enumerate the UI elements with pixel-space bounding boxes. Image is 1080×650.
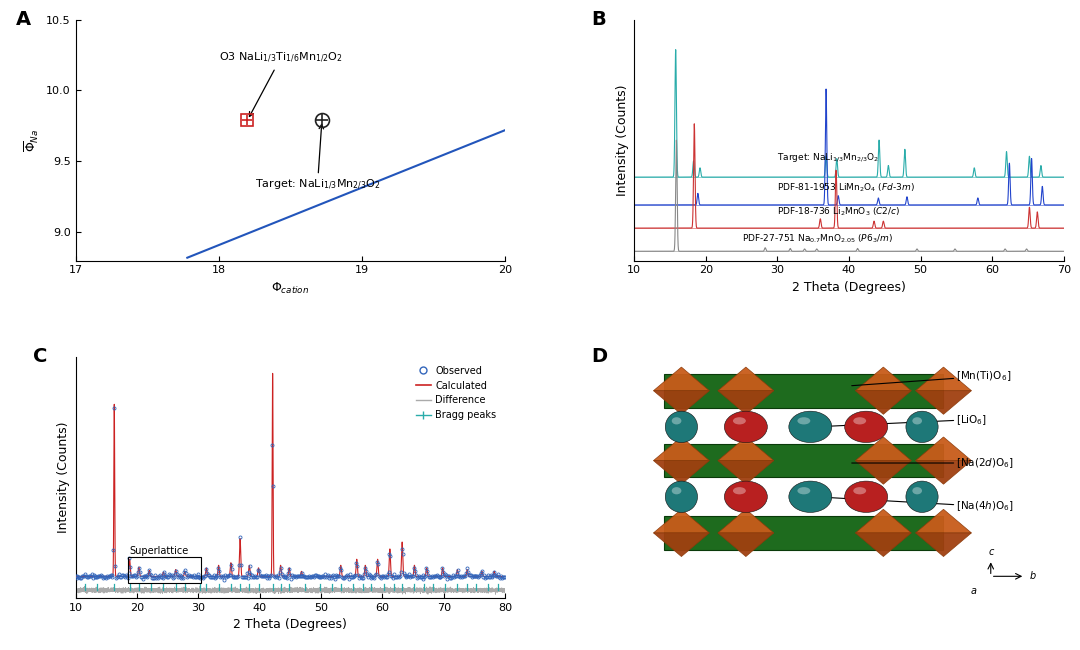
Ellipse shape xyxy=(845,411,888,443)
Polygon shape xyxy=(855,461,912,484)
Text: [Mn(Ti)O$_6$]: [Mn(Ti)O$_6$] xyxy=(852,369,1012,385)
Text: [Na(4$h$)O$_6$]: [Na(4$h$)O$_6$] xyxy=(818,497,1014,514)
Text: C: C xyxy=(32,347,48,367)
Ellipse shape xyxy=(725,481,767,512)
Legend: Observed, Calculated, Difference, Bragg peaks: Observed, Calculated, Difference, Bragg … xyxy=(413,362,500,424)
Polygon shape xyxy=(718,510,773,533)
Text: B: B xyxy=(591,10,606,29)
Polygon shape xyxy=(653,461,710,484)
Ellipse shape xyxy=(906,411,939,443)
Text: [LiO$_6$]: [LiO$_6$] xyxy=(818,413,987,427)
Text: Target: NaLi$_{1/3}$Mn$_{2/3}$O$_2$: Target: NaLi$_{1/3}$Mn$_{2/3}$O$_2$ xyxy=(778,151,879,164)
Ellipse shape xyxy=(665,411,698,443)
Polygon shape xyxy=(916,510,971,533)
Ellipse shape xyxy=(853,417,866,424)
Ellipse shape xyxy=(797,487,810,495)
Text: O3 NaLi$_{1/3}$Ti$_{1/6}$Mn$_{1/2}$O$_2$: O3 NaLi$_{1/3}$Ti$_{1/6}$Mn$_{1/2}$O$_2$ xyxy=(219,51,342,116)
Bar xyxy=(664,374,944,408)
Polygon shape xyxy=(653,510,710,533)
Ellipse shape xyxy=(913,487,922,495)
Polygon shape xyxy=(855,391,912,414)
Text: [Na(2$d$)O$_6$]: [Na(2$d$)O$_6$] xyxy=(852,456,1014,470)
Polygon shape xyxy=(916,367,971,391)
Ellipse shape xyxy=(672,487,681,495)
Ellipse shape xyxy=(725,411,767,443)
Polygon shape xyxy=(855,510,912,533)
Polygon shape xyxy=(718,461,773,484)
X-axis label: $\Phi_{cation}$: $\Phi_{cation}$ xyxy=(271,281,310,296)
Y-axis label: Intensity (Counts): Intensity (Counts) xyxy=(57,422,70,533)
Ellipse shape xyxy=(913,417,922,424)
Polygon shape xyxy=(916,461,971,484)
Text: b: b xyxy=(1029,571,1036,581)
Ellipse shape xyxy=(788,481,832,512)
Polygon shape xyxy=(653,391,710,414)
Ellipse shape xyxy=(665,481,698,512)
Text: c: c xyxy=(988,547,994,557)
Bar xyxy=(127,556,202,582)
Bar xyxy=(664,516,944,550)
Text: PDF-81-1953 LiMn$_2$O$_4$ ($Fd$-3$m$): PDF-81-1953 LiMn$_2$O$_4$ ($Fd$-3$m$) xyxy=(778,182,915,194)
Polygon shape xyxy=(653,367,710,391)
Text: D: D xyxy=(591,347,607,367)
Text: Superlattice: Superlattice xyxy=(130,546,189,556)
Polygon shape xyxy=(916,437,971,461)
X-axis label: 2 Theta (Degrees): 2 Theta (Degrees) xyxy=(792,281,906,294)
Bar xyxy=(664,444,944,478)
Polygon shape xyxy=(718,367,773,391)
Polygon shape xyxy=(718,391,773,414)
Text: a: a xyxy=(971,586,976,596)
Ellipse shape xyxy=(845,481,888,512)
Ellipse shape xyxy=(906,481,939,512)
Y-axis label: $\overline{\Phi}_{Na}$: $\overline{\Phi}_{Na}$ xyxy=(23,129,41,151)
Polygon shape xyxy=(653,533,710,556)
Polygon shape xyxy=(855,367,912,391)
Polygon shape xyxy=(718,437,773,461)
Y-axis label: Intensity (Counts): Intensity (Counts) xyxy=(616,84,629,196)
Ellipse shape xyxy=(853,487,866,495)
Polygon shape xyxy=(855,533,912,556)
Polygon shape xyxy=(855,437,912,461)
Polygon shape xyxy=(653,437,710,461)
Ellipse shape xyxy=(797,417,810,424)
Polygon shape xyxy=(916,391,971,414)
Text: PDF-18-736 Li$_2$MnO$_3$ ($C2/c$): PDF-18-736 Li$_2$MnO$_3$ ($C2/c$) xyxy=(778,205,901,218)
X-axis label: 2 Theta (Degrees): 2 Theta (Degrees) xyxy=(233,618,348,631)
Text: Target: NaLi$_{1/3}$Mn$_{2/3}$O$_2$: Target: NaLi$_{1/3}$Mn$_{2/3}$O$_2$ xyxy=(255,124,380,192)
Text: PDF-27-751 Na$_{0.7}$MnO$_{2.05}$ ($P6_3/m$): PDF-27-751 Na$_{0.7}$MnO$_{2.05}$ ($P6_3… xyxy=(742,233,892,246)
Ellipse shape xyxy=(788,411,832,443)
Polygon shape xyxy=(916,533,971,556)
Polygon shape xyxy=(718,533,773,556)
Ellipse shape xyxy=(733,417,746,424)
Ellipse shape xyxy=(672,417,681,424)
Ellipse shape xyxy=(733,487,746,495)
Text: A: A xyxy=(15,10,30,29)
